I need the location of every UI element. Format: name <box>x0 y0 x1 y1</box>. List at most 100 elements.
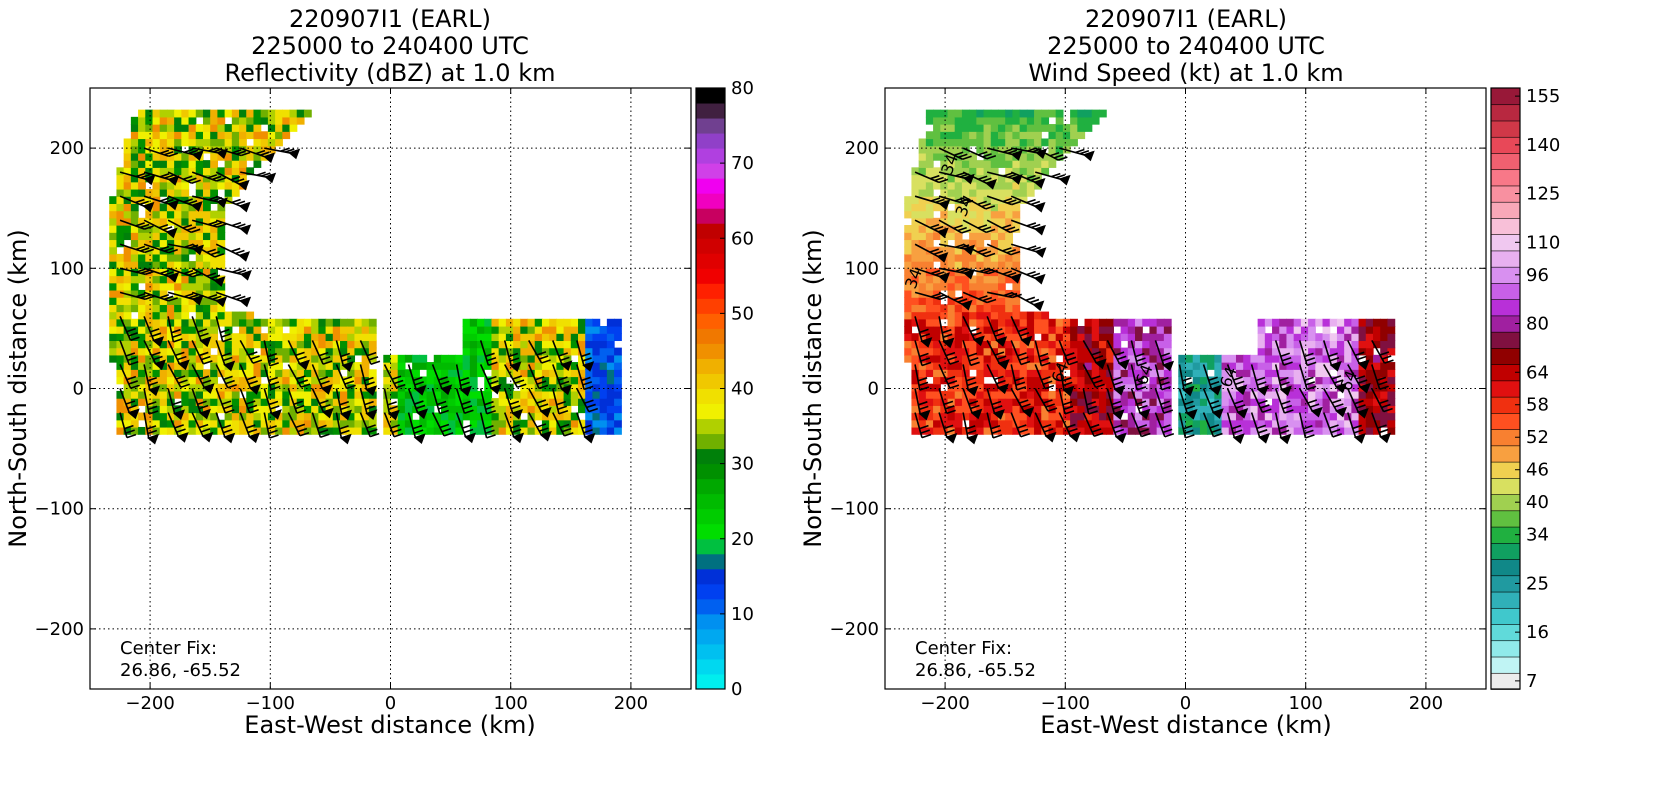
wind-barb <box>1274 340 1293 366</box>
field-cell <box>412 419 420 428</box>
wind-barb <box>962 316 985 347</box>
field-cell <box>585 419 594 428</box>
field-cell <box>997 282 1006 291</box>
field-cell <box>1192 376 1201 385</box>
field-cell <box>267 347 276 356</box>
field-cell <box>303 412 312 421</box>
field-cell <box>990 188 999 197</box>
field-cell <box>954 275 963 284</box>
field-cell <box>152 152 161 161</box>
field-cell <box>498 390 507 399</box>
field-cell <box>1062 325 1071 334</box>
field-cell <box>983 196 992 204</box>
field-cell <box>166 246 175 255</box>
field-cell <box>397 383 406 392</box>
field-cell <box>599 354 608 363</box>
field-cell <box>477 354 485 363</box>
field-cell <box>1286 398 1295 406</box>
field-cell <box>1358 390 1367 399</box>
field-cell <box>138 340 146 349</box>
field-cell <box>1012 390 1021 399</box>
wind-barb <box>938 291 973 311</box>
field-cell <box>260 383 269 392</box>
field-cell <box>1098 383 1107 392</box>
wind-barb <box>1035 171 1071 186</box>
field-cell <box>1322 398 1331 406</box>
field-cell <box>1019 333 1028 342</box>
field-cell <box>505 426 514 435</box>
field-cell <box>239 325 247 334</box>
field-cell <box>961 362 970 370</box>
field-cell <box>1091 333 1100 342</box>
field-cell <box>1235 405 1244 414</box>
x-tick-label: −100 <box>246 693 295 714</box>
field-cell <box>933 311 941 320</box>
wind-barb <box>1250 412 1271 444</box>
field-cell <box>570 347 579 356</box>
field-cell <box>549 398 557 406</box>
field-cell <box>527 362 536 370</box>
field-cell <box>1142 333 1151 342</box>
field-cell <box>246 124 255 132</box>
field-cell <box>1026 426 1035 435</box>
center-fix-annotation: Center Fix: <box>915 638 1012 659</box>
field-cell <box>541 362 550 370</box>
field-cell <box>1178 426 1187 435</box>
field-cell <box>267 109 276 118</box>
wind-barb <box>216 267 252 281</box>
field-cell <box>954 340 963 349</box>
field-cell <box>1315 354 1324 363</box>
field-cell <box>570 362 579 370</box>
wind-barb <box>576 388 599 413</box>
field-cell <box>188 203 197 212</box>
field-cell <box>210 311 219 320</box>
field-cell <box>311 376 319 385</box>
field-cell <box>130 390 139 399</box>
field-cell <box>1005 131 1014 140</box>
field-cell <box>412 390 420 399</box>
field-cell <box>412 369 420 378</box>
field-cell <box>484 426 493 435</box>
wind-barb <box>143 195 180 211</box>
colorbar-tick-label: 110 <box>1526 232 1560 253</box>
field-cell <box>159 116 168 125</box>
colorbar-swatch <box>696 208 725 224</box>
field-cell <box>1005 325 1014 334</box>
field-cell <box>289 412 298 421</box>
field-cell <box>1380 405 1389 414</box>
field-cell <box>1293 347 1302 356</box>
field-cell <box>990 124 999 132</box>
field-cell <box>563 325 572 334</box>
field-cell <box>138 253 146 262</box>
field-cell <box>1358 419 1367 428</box>
field-cell <box>505 318 514 327</box>
field-cell <box>116 318 125 327</box>
field-cell <box>1120 390 1129 399</box>
field-cell <box>1055 333 1064 342</box>
field-cell <box>1250 419 1259 428</box>
field-cell <box>933 297 941 305</box>
field-cell <box>166 376 175 385</box>
field-cell <box>1250 354 1259 363</box>
field-cell <box>940 398 949 406</box>
colorbar-swatch <box>696 118 725 134</box>
field-cell <box>940 210 949 219</box>
field-cell <box>253 333 262 342</box>
wind-barb <box>119 388 140 420</box>
field-cell <box>188 347 197 356</box>
field-cell <box>954 145 963 154</box>
field-cell <box>918 138 927 147</box>
field-cell <box>469 354 478 363</box>
field-cell <box>1062 362 1071 370</box>
field-cell <box>1026 116 1035 125</box>
field-cell <box>1243 362 1252 370</box>
field-cell <box>997 318 1006 327</box>
field-cell <box>947 282 956 291</box>
field-cell <box>1279 419 1288 428</box>
field-cell <box>166 188 175 197</box>
field-cell <box>174 390 182 399</box>
field-cell <box>484 362 493 370</box>
y-tick-label: −200 <box>35 619 84 640</box>
field-cell <box>933 354 941 363</box>
wind-barb <box>167 388 186 420</box>
